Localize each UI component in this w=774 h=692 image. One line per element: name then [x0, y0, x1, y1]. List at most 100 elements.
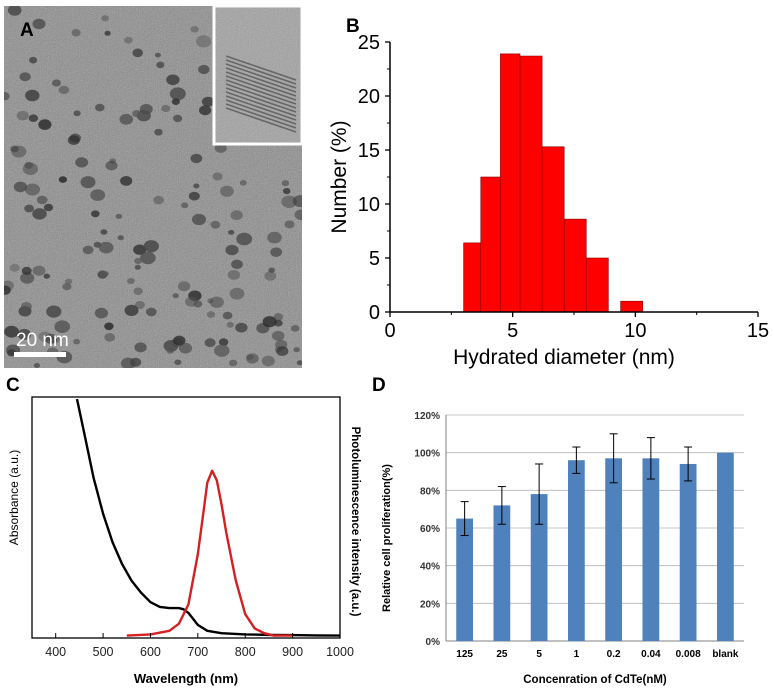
nanoparticle: [145, 307, 157, 317]
nanoparticle: [192, 213, 206, 226]
x-tick-label: 15: [747, 320, 769, 342]
nanoparticle: [230, 210, 243, 221]
nanoparticle: [36, 195, 48, 205]
nanoparticle: [139, 104, 153, 115]
nanoparticle: [228, 359, 238, 367]
lattice-fringe: [225, 67, 297, 93]
bar-0.2: [605, 458, 623, 641]
nanoparticle: [132, 110, 142, 118]
nanoparticle: [52, 79, 61, 87]
nanoparticle: [229, 287, 245, 300]
nanoparticle: [173, 335, 186, 346]
nanoparticle: [273, 313, 284, 321]
nanoparticle: [105, 160, 118, 171]
panel-d-label: D: [372, 375, 386, 396]
nanoparticle: [80, 176, 96, 189]
nanoparticle: [95, 103, 105, 112]
lattice-fringe: [225, 91, 297, 117]
nanoparticle: [115, 213, 123, 219]
inset-hrtem: [212, 6, 302, 146]
nanoparticle: [19, 72, 31, 82]
lattice-fringe: [225, 99, 297, 125]
x-tick-label: 125: [456, 649, 473, 660]
nanoparticle: [28, 114, 39, 122]
nanoparticle: [190, 26, 199, 33]
nanoparticle: [24, 161, 34, 169]
y-tick-label: 20%: [420, 599, 440, 610]
histogram-bar-1: [480, 176, 501, 313]
y-axis-title-left: Absorbance (a.u.): [7, 450, 21, 545]
nanoparticle: [7, 349, 17, 357]
nanoparticle: [43, 203, 54, 212]
nanoparticle: [292, 195, 302, 208]
nanoparticle: [54, 320, 70, 334]
nanoparticle: [44, 333, 58, 344]
nanoparticle: [284, 220, 295, 229]
nanoparticle: [100, 229, 108, 235]
nanoparticle: [134, 342, 147, 353]
nanoparticle: [276, 346, 289, 356]
nanoparticle: [73, 110, 81, 117]
nanoparticle: [282, 188, 291, 195]
nanoparticle: [91, 210, 100, 218]
nanoparticle: [218, 338, 229, 346]
y-axis-title-right: Photoluminescence intensity (a.u.): [349, 427, 361, 617]
nanoparticle: [196, 35, 212, 48]
nanoparticle: [154, 52, 161, 58]
nanoparticle: [58, 176, 67, 183]
nanoparticle: [264, 271, 277, 281]
nanoparticle: [246, 353, 259, 364]
y-tick-label: 60%: [420, 524, 440, 535]
nanoparticle: [127, 278, 135, 284]
nanoparticle: [32, 265, 46, 276]
x-tick-label: 400: [45, 645, 66, 659]
nanoparticle: [9, 263, 20, 272]
x-tick-label: 1: [574, 649, 580, 660]
nanoparticle: [209, 296, 224, 308]
nanoparticle: [102, 271, 109, 277]
nanoparticle: [25, 183, 40, 196]
nanoparticle: [90, 189, 106, 202]
nanoparticle: [201, 96, 215, 107]
bar-0.008: [679, 463, 697, 641]
nanoparticle: [268, 267, 276, 273]
bar-blank: [716, 452, 734, 641]
bar-0.04: [642, 458, 660, 641]
x-tick-label: 10: [624, 320, 646, 342]
nanoparticle: [214, 344, 230, 357]
nanoparticle: [20, 272, 35, 284]
nanoparticle: [24, 204, 34, 213]
nanoparticle: [32, 18, 46, 30]
nanoparticle: [262, 316, 277, 328]
nanoparticle: [16, 110, 29, 121]
x-tick-label: 900: [282, 645, 303, 659]
x-tick-label: 500: [93, 645, 114, 659]
y-tick-label: 10: [358, 194, 380, 216]
nanoparticle: [267, 231, 282, 244]
nanoparticle: [166, 347, 174, 354]
y-tick-label: 25: [358, 32, 380, 54]
nanoparticle: [228, 229, 235, 235]
nanoparticle: [133, 287, 143, 296]
nanoparticle: [169, 87, 186, 101]
lattice-fringe: [225, 75, 297, 101]
nanoparticle: [235, 322, 248, 333]
x-tick-label: 0.2: [607, 649, 621, 660]
nanoparticle: [154, 128, 163, 136]
histogram-bar-6: [585, 257, 609, 313]
nanoparticle: [172, 293, 179, 299]
y-tick-label: 120%: [414, 411, 440, 422]
nanoparticle: [140, 251, 156, 265]
panel-b-label: B: [346, 16, 360, 37]
nanoparticle: [177, 281, 191, 292]
lattice-fringe: [225, 95, 297, 121]
cell-proliferation-chart: 0% 20% 40% 60% 80% 100% 120% 125 25 5 1 0.2 0.04 0.00…: [381, 411, 744, 686]
nanoparticle: [210, 220, 221, 229]
nanoparticle: [104, 333, 116, 342]
y-tick-label: 100%: [414, 449, 440, 460]
x-tick-label: 1000: [326, 645, 354, 659]
x-tick-label: 0.04: [641, 649, 661, 660]
nanoparticle: [206, 311, 216, 318]
bar-5: [530, 494, 548, 641]
nanoparticle: [281, 180, 290, 187]
